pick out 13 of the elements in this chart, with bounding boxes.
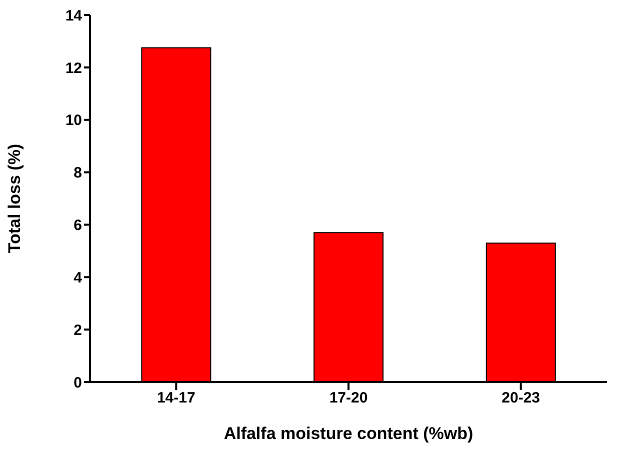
y-tick-label: 2: [74, 322, 82, 339]
y-tick-label: 8: [74, 164, 82, 182]
y-tick-label: 6: [74, 217, 82, 234]
y-tick-label: 4: [74, 269, 83, 286]
y-tick-label: 14: [65, 7, 83, 24]
y-tick-label: 12: [65, 60, 82, 77]
x-axis-title: Alfalfa moisture content (%wb): [224, 424, 474, 443]
y-axis-title: Total loss (%): [5, 144, 24, 254]
x-tick-label: 20-23: [502, 390, 540, 407]
x-tick-label: 17-20: [329, 390, 368, 407]
x-tick-label: 14-17: [156, 390, 196, 407]
y-tick-label: 10: [65, 112, 82, 130]
y-tick-label: 0: [74, 374, 82, 392]
